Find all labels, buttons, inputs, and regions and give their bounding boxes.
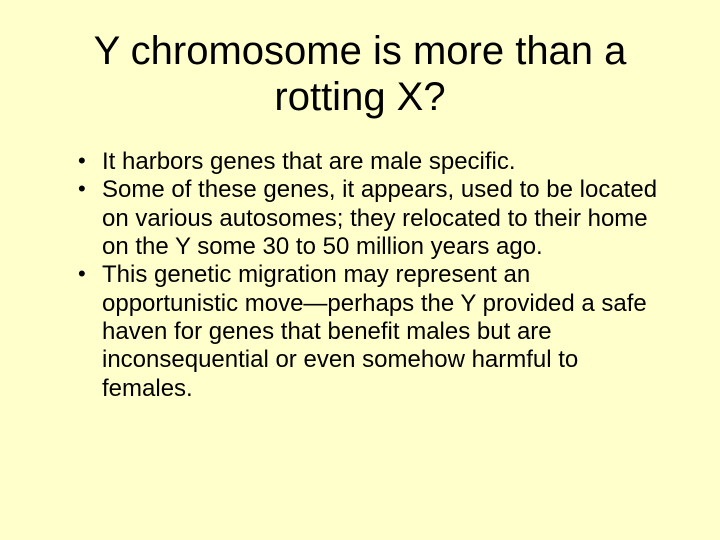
slide-container: Y chromosome is more than a rotting X? I… <box>0 0 720 540</box>
bullet-item: It harbors genes that are male specific. <box>78 148 670 176</box>
bullet-item: Some of these genes, it appears, used to… <box>78 176 670 261</box>
bullet-item: This genetic migration may represent an … <box>78 261 670 403</box>
bullet-list: It harbors genes that are male specific.… <box>50 148 670 403</box>
slide-title: Y chromosome is more than a rotting X? <box>50 28 670 120</box>
